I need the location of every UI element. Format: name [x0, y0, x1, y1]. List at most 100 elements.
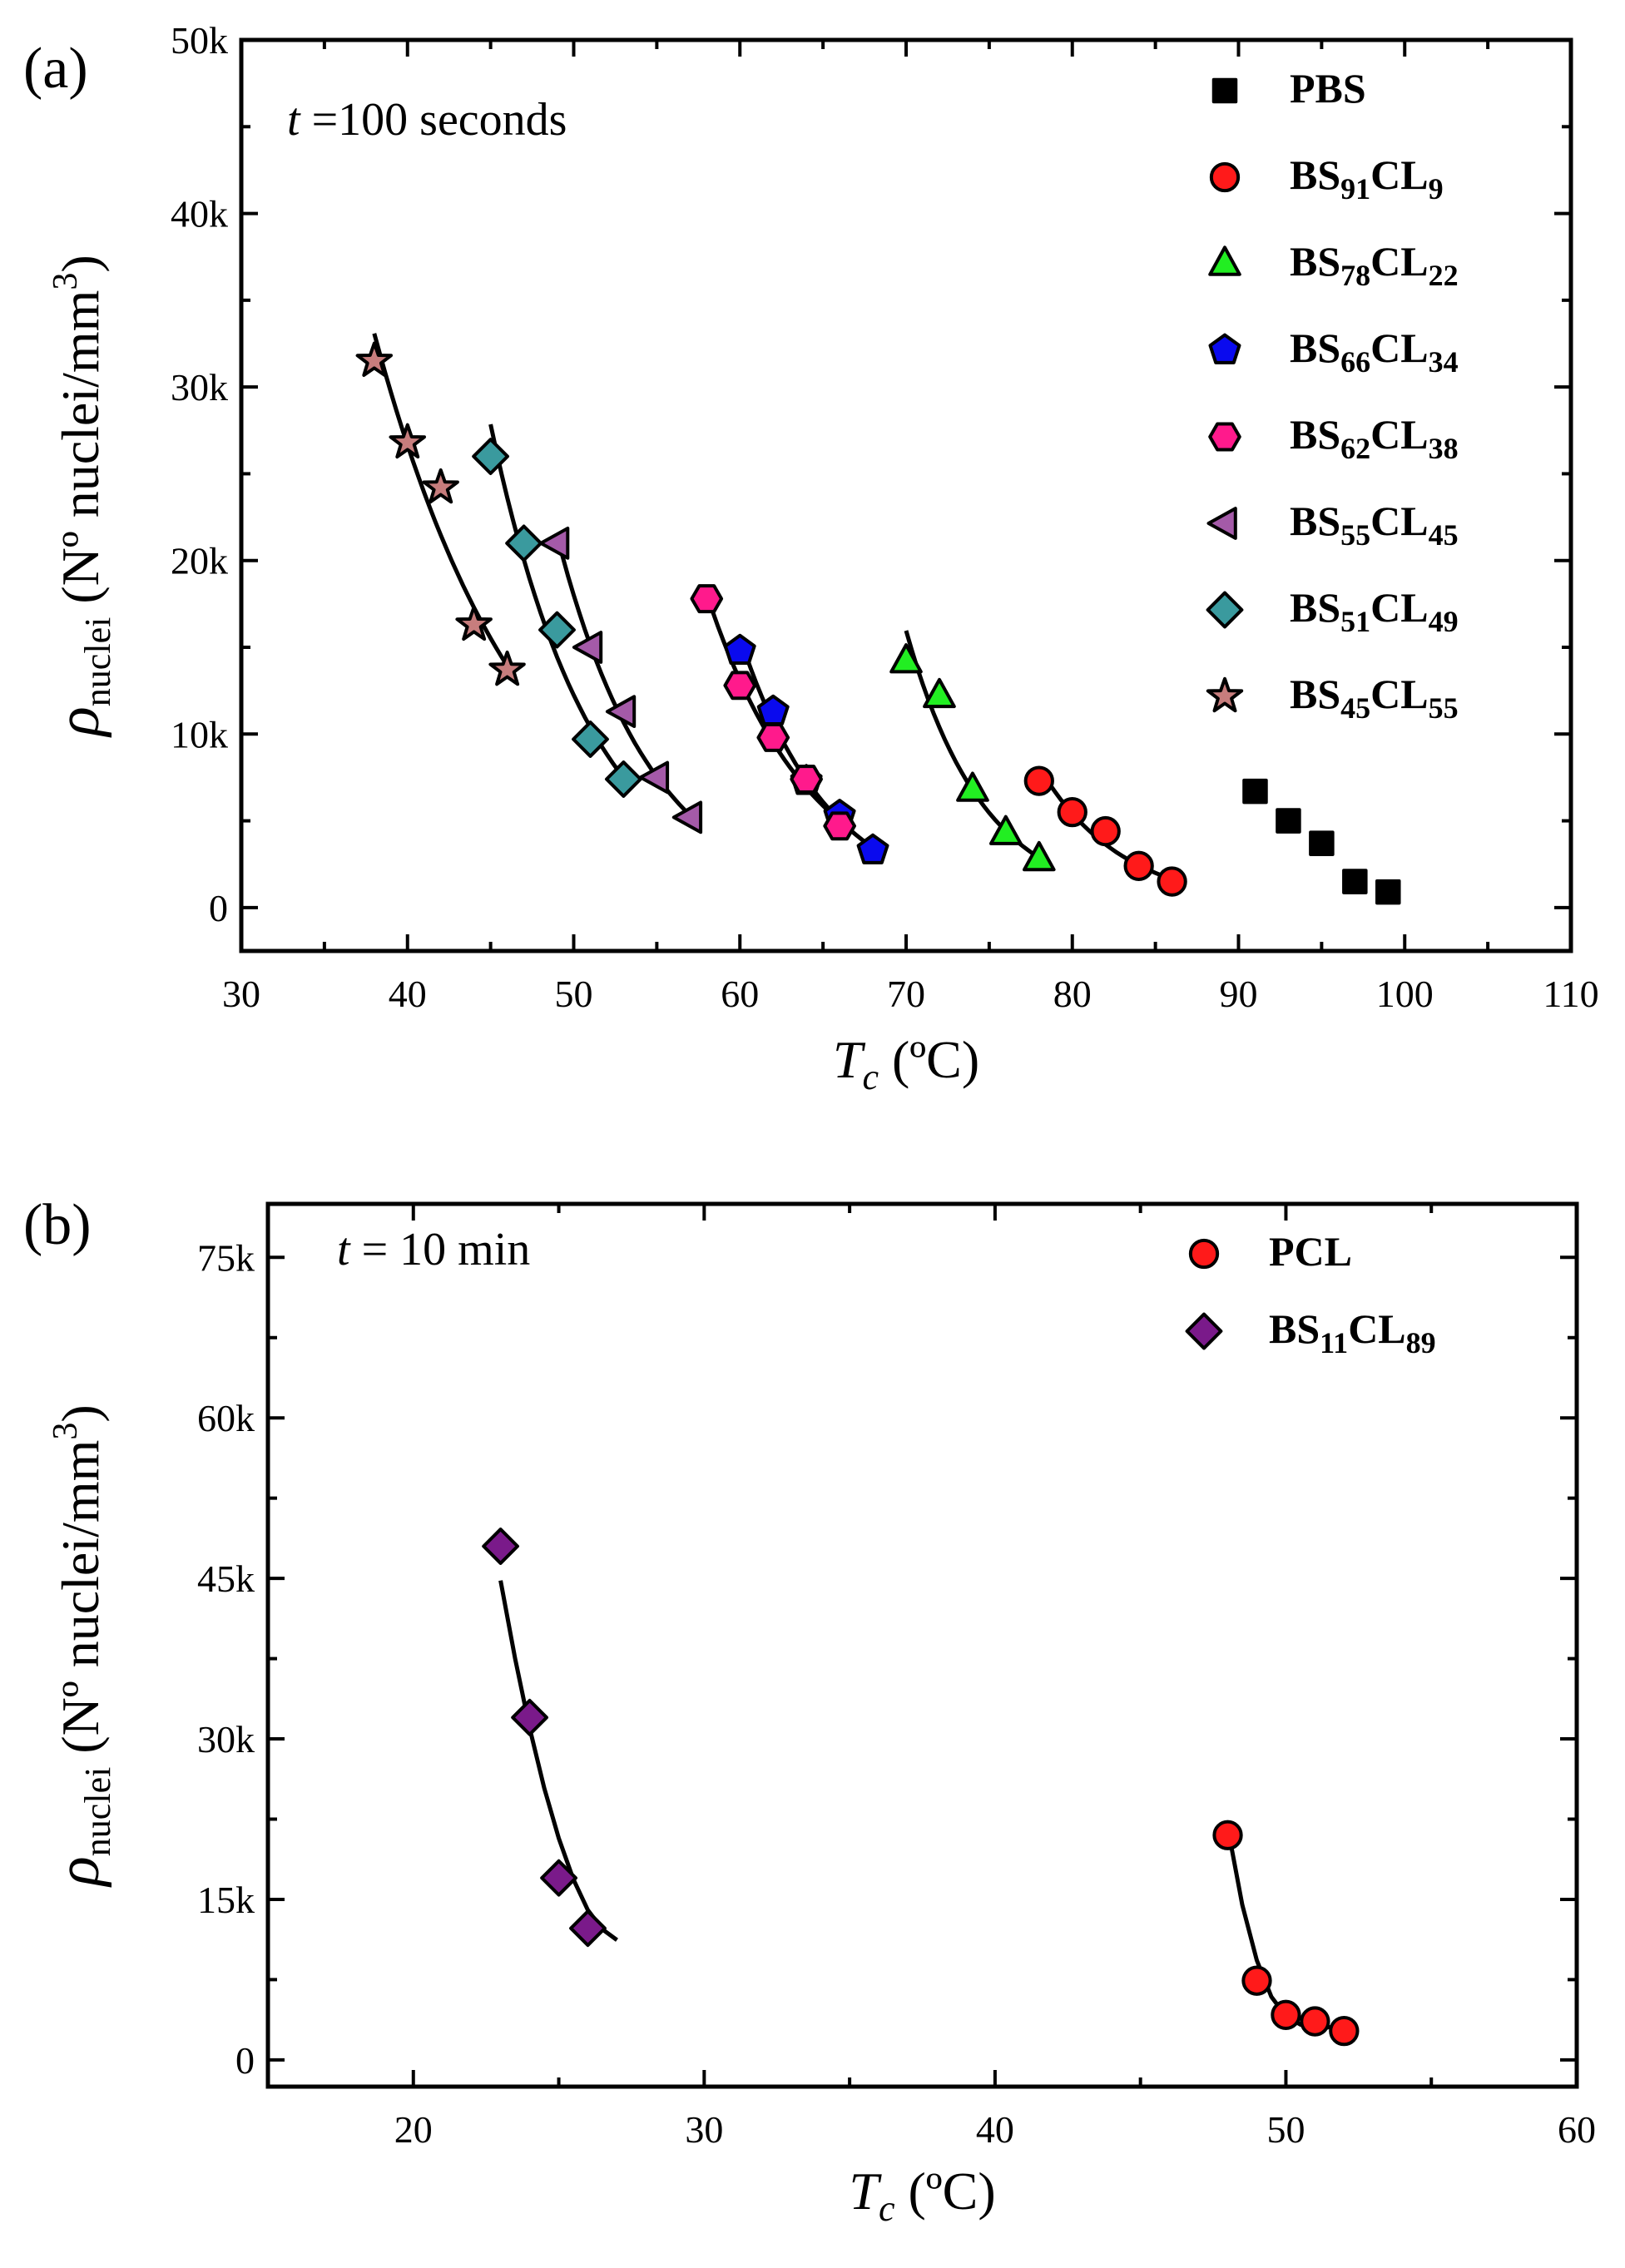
legend-sub: 45: [1429, 518, 1459, 552]
y-title-close: ): [51, 255, 110, 272]
annotation-italic: t: [337, 1224, 351, 1275]
legend-base: BS: [1269, 1305, 1320, 1352]
panel-a-x-tick-label: 90: [1220, 973, 1258, 1015]
panel-a-x-tick-label: 70: [887, 973, 925, 1015]
legend-sub: 9: [1429, 172, 1444, 206]
legend-label-pbs: PBS: [1290, 65, 1366, 111]
point-pbs: [1309, 830, 1335, 856]
legend-label-pcl: PCL: [1269, 1228, 1352, 1275]
legend-marker-bs91cl9: [1209, 161, 1241, 193]
point-bs66cl34: [856, 833, 889, 864]
point-bs78cl22: [1023, 840, 1056, 872]
legend-base: BS: [1290, 238, 1340, 285]
point-bs51cl49: [538, 611, 576, 649]
point-bs91cl9: [1057, 796, 1087, 828]
panel-a-y-axis-title: ρnuclei (Nº nuclei/mm3): [44, 255, 118, 737]
series-bs45cl55: [355, 341, 526, 686]
panel-b-y-tick-label: 75k: [197, 1236, 255, 1279]
point-bs55cl45: [638, 760, 670, 795]
legend-marker-bs45cl55: [1206, 676, 1244, 713]
panel-a-letter: (a): [23, 37, 88, 101]
legend-label-bs11cl89: BS11CL89: [1269, 1305, 1436, 1359]
annotation-text: = 10 min: [350, 1224, 531, 1275]
point-bs78cl22: [923, 677, 956, 709]
point-pbs: [1375, 879, 1401, 905]
y-title-close: ): [51, 1404, 110, 1422]
legend-label-bs62cl38: BS62CL38: [1290, 411, 1459, 465]
point-bs51cl49: [505, 524, 542, 562]
legend-label-bs91cl9: BS91CL9: [1290, 151, 1444, 206]
legend-base: PBS: [1290, 65, 1366, 111]
y-title-sub: nuclei: [77, 617, 118, 707]
panel-b-y-tick-label: 45k: [197, 1557, 255, 1600]
series-pcl: [1212, 1820, 1360, 2047]
legend-sub: 45: [1340, 691, 1370, 725]
legend-base: BS: [1290, 498, 1340, 544]
legend-mid: CL: [1370, 324, 1428, 371]
panel-a-y-tick-label: 40k: [171, 193, 228, 235]
point-bs91cl9: [1023, 765, 1054, 796]
legend-sub: 49: [1429, 605, 1459, 638]
panel-b-plot-frame: [265, 1201, 1579, 2089]
legend-base: BS: [1290, 584, 1340, 631]
annotation-italic: t: [287, 94, 301, 146]
legend-sub: 78: [1340, 259, 1370, 292]
panel-a-x-tick-label: 50: [555, 973, 593, 1015]
panel-b-x-axis-title: Tc (ºC): [849, 2162, 995, 2229]
legend-sub: 55: [1340, 518, 1370, 552]
panel-a-y-tick-label: 10k: [171, 713, 228, 755]
panel-b-time-annotation: t = 10 min: [337, 1224, 530, 1275]
point-bs78cl22: [989, 815, 1023, 845]
point-pcl: [1212, 1820, 1243, 1850]
point-pcl: [1271, 1999, 1301, 2030]
legend-label-bs66cl34: BS66CL34: [1290, 324, 1459, 379]
point-pcl: [1329, 2015, 1360, 2047]
y-title-sub: nuclei: [77, 1767, 118, 1857]
legend-marker-pbs: [1211, 77, 1238, 104]
point-bs45cl55: [422, 468, 459, 504]
series-bs62cl38: [690, 584, 856, 841]
legend-mid: CL: [1370, 584, 1428, 631]
point-bs45cl55: [389, 423, 426, 459]
legend-mid: CL: [1370, 498, 1428, 544]
legend-sub: 22: [1429, 259, 1459, 292]
panel-a-x-tick-label: 110: [1543, 973, 1598, 1015]
series-bs51cl49: [472, 438, 642, 798]
legend-sub: 55: [1429, 691, 1459, 725]
point-pbs: [1342, 869, 1368, 894]
point-bs11cl89: [569, 1909, 607, 1948]
legend-base: PCL: [1269, 1228, 1352, 1275]
legend-sub: 34: [1429, 345, 1459, 379]
point-bs55cl45: [572, 631, 603, 664]
panel-b-x-tick-label: 50: [1266, 2108, 1305, 2151]
panel-b-x-tick-label: 60: [1558, 2108, 1596, 2151]
legend-base: BS: [1290, 324, 1340, 371]
legend-marker-bs78cl22: [1208, 245, 1241, 276]
legend-base: BS: [1290, 151, 1340, 198]
panel-b-y-tick-label: 15k: [197, 1879, 255, 1921]
point-bs78cl22: [956, 771, 989, 802]
point-pbs: [1276, 808, 1301, 834]
fit-line-bs51cl49: [488, 423, 626, 780]
legend-sub: 11: [1320, 1326, 1348, 1359]
panel-a-x-axis-title: Tc (ºC): [833, 1030, 979, 1097]
legend-marker-bs66cl34: [1208, 333, 1241, 364]
annotation-text: =100 seconds: [300, 94, 567, 146]
legend-label-bs78cl22: BS78CL22: [1290, 238, 1459, 292]
point-bs51cl49: [572, 721, 609, 758]
legend-mid: CL: [1370, 151, 1428, 198]
point-bs62cl38: [790, 765, 823, 794]
point-bs78cl22: [889, 643, 923, 674]
x-title-sub: c: [879, 2188, 895, 2229]
y-title-sup: 3: [47, 1423, 85, 1440]
legend-marker-pcl: [1188, 1238, 1220, 1270]
panel-b-y-tick-label: 30k: [197, 1718, 255, 1760]
legend-mid: CL: [1370, 238, 1428, 285]
x-title-unit: (ºC): [894, 2162, 995, 2221]
legend-marker-bs11cl89: [1185, 1312, 1223, 1350]
legend-mid: CL: [1370, 411, 1428, 458]
series-pbs: [1242, 778, 1401, 905]
legend-base: BS: [1290, 411, 1340, 458]
panel-a-y-tick-label: 50k: [171, 19, 228, 62]
point-bs55cl45: [539, 527, 570, 560]
